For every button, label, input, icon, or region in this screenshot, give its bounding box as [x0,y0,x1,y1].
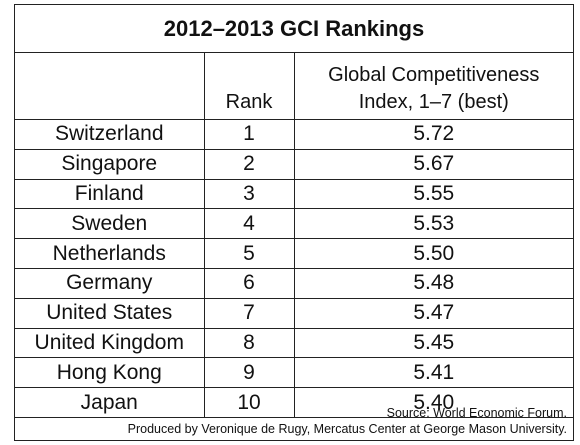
rank-cell: 9 [204,357,295,389]
table-row: United States 7 5.47 [15,298,573,329]
rank-cell: 1 [204,119,295,150]
index-value-cell: 5.47 [294,298,573,329]
table-row: Switzerland 1 5.72 [15,119,573,150]
chart-frame: 2012–2013 GCI Rankings Rank Global Compe… [14,4,574,441]
index-value-cell: 5.41 [294,357,573,389]
table-row: Finland 3 5.55 [15,179,573,210]
index-value-cell: 5.72 [294,119,573,150]
table-row: Netherlands 5 5.50 [15,238,573,269]
rank-cell: 8 [204,328,295,359]
rank-cell: 5 [204,238,295,269]
country-cell: Finland [15,179,205,210]
index-value-cell: 5.55 [294,179,573,210]
chart-title: 2012–2013 GCI Rankings [15,5,573,53]
index-header-line-1: Global Competitiveness [328,64,540,86]
index-value-cell: 5.48 [294,268,573,299]
rank-cell: 3 [204,179,295,210]
table-header-row: Rank Global Competitiveness Index, 1–7 (… [15,53,573,120]
country-cell: Netherlands [15,238,205,269]
table-row: Germany 6 5.48 [15,268,573,299]
table-row: Japan 10 5.40 [15,387,573,418]
country-cell: United Kingdom [15,328,205,359]
rankings-table: Rank Global Competitiveness Index, 1–7 (… [15,53,573,418]
table-row: Hong Kong 9 5.41 [15,357,573,389]
table-body: Switzerland 1 5.72 Singapore 2 5.67 Finland 3 5.… [15,119,573,418]
table-row: United Kingdom 8 5.45 [15,328,573,359]
rank-cell: 7 [204,298,295,329]
index-value-cell: 5.40 [294,387,573,418]
rank-column-header: Rank [204,53,295,120]
country-cell: Hong Kong [15,357,205,389]
index-value-cell: 5.45 [294,328,573,359]
country-cell: Germany [15,268,205,299]
country-cell: Singapore [15,149,205,180]
country-cell: United States [15,298,205,329]
table-row: Sweden 4 5.53 [15,208,573,240]
index-value-cell: 5.67 [294,149,573,180]
index-value-cell: 5.50 [294,238,573,269]
index-column-header: Global Competitiveness Index, 1–7 (best) [294,53,573,120]
credit-line: Produced by Veronique de Rugy, Mercatus … [127,422,567,436]
index-value-cell: 5.53 [294,208,573,240]
rank-cell: 6 [204,268,295,299]
country-cell: Japan [15,387,205,418]
rank-cell: 4 [204,208,295,240]
country-column-header [15,53,205,120]
rank-cell: 10 [204,387,295,418]
rank-cell: 2 [204,149,295,180]
index-header-line-2: Index, 1–7 (best) [358,91,509,113]
source-line: Source: World Economic Forum. [386,406,567,420]
country-cell: Sweden [15,208,205,240]
table-row: Singapore 2 5.67 [15,149,573,180]
country-cell: Switzerland [15,119,205,150]
source-note: Source: World Economic Forum. Produced b… [15,402,573,440]
